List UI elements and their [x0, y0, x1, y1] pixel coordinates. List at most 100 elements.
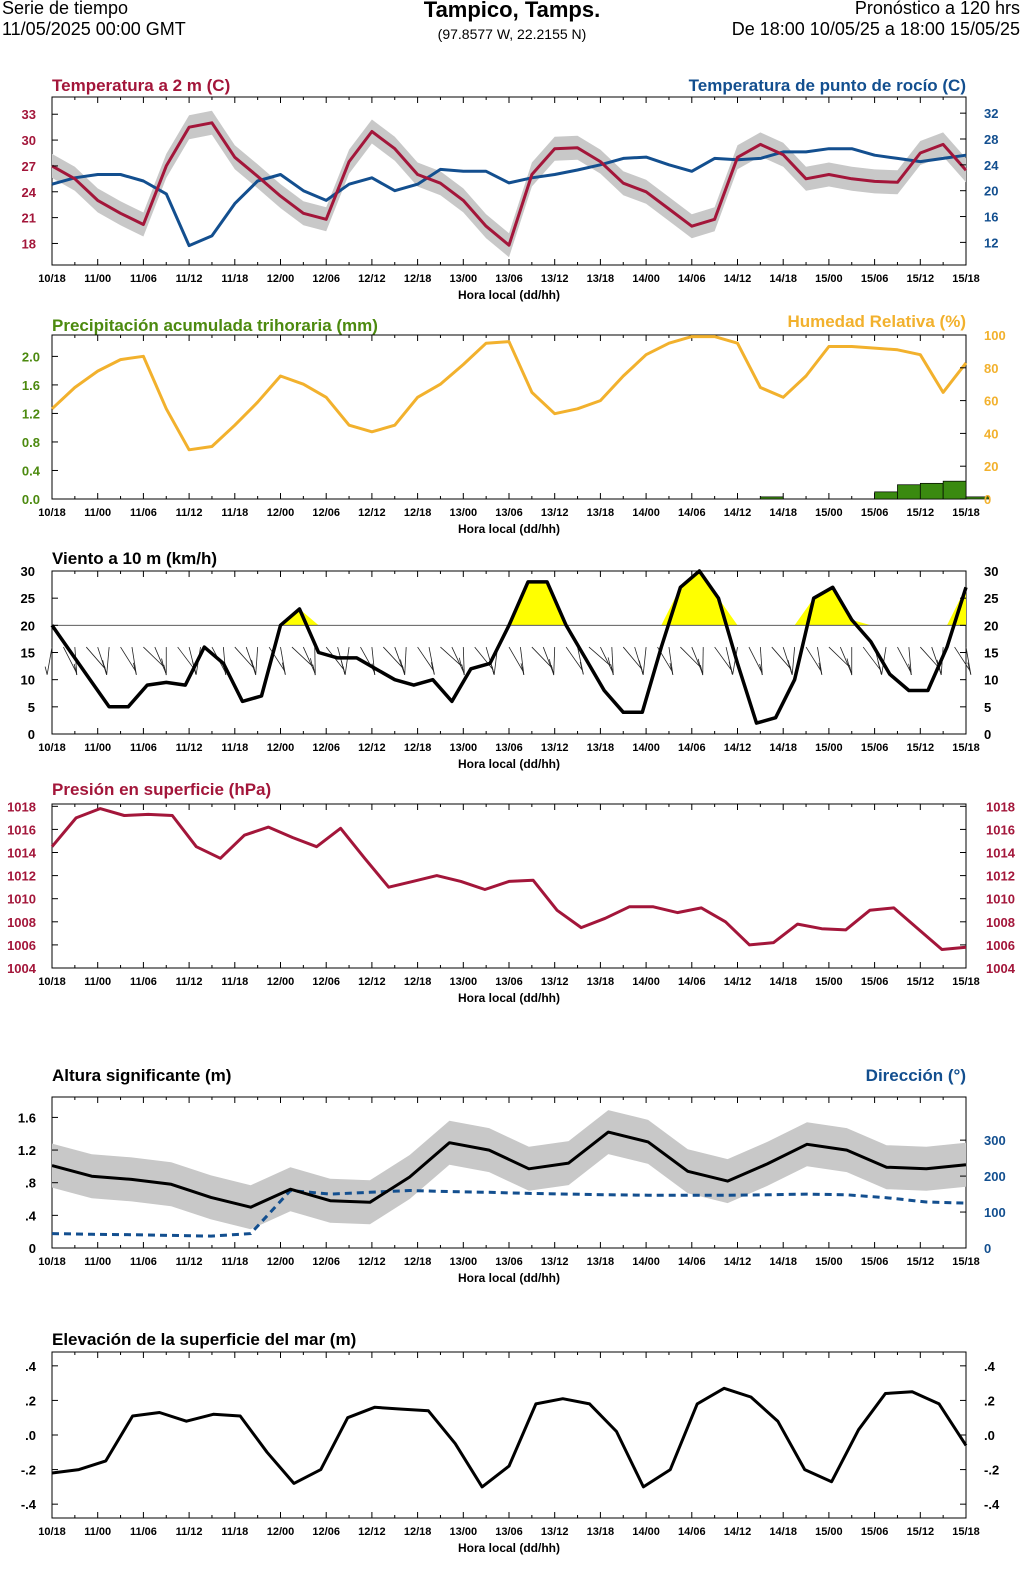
x-tick-label: 12/06: [312, 976, 340, 988]
wind-barb: [611, 647, 614, 676]
x-tick-label: 15/12: [907, 1526, 935, 1538]
x-tick-label: 15/12: [907, 273, 935, 285]
y-tick-label: 200: [984, 1169, 1006, 1184]
y-tick-label: 1014: [986, 846, 1016, 861]
wind-barb-feather: [310, 658, 313, 667]
pressure-panel: 10/18 11/00 11/06 11/12 11/18 12/00 12/06 12/12…: [7, 780, 1016, 1005]
x-tick-label: 13/00: [450, 1256, 478, 1268]
wind-barb: [451, 646, 465, 673]
series-label: Serie de tiempo: [2, 0, 129, 18]
sea-level-panel: 10/18 11/00 11/06 11/12 11/18 12/00 12/06 12/12…: [21, 1330, 1000, 1555]
x-tick-label: 13/12: [541, 273, 569, 285]
header: Serie de tiempo 11/05/2025 00:00 GMT Tam…: [0, 0, 1024, 52]
x-tick-label: 13/00: [450, 507, 478, 519]
x-tick-label: 14/12: [724, 507, 752, 519]
x-tick-label: 12/00: [267, 976, 295, 988]
x-tick-label: 12/12: [358, 1256, 386, 1268]
precip-bar: [942, 480, 967, 500]
x-tick-label: 11/18: [221, 742, 248, 754]
y-tick-label: 10: [984, 673, 998, 688]
wind-title: Viento a 10 m (km/h): [52, 549, 217, 568]
x-tick-label: 11/18: [221, 1256, 248, 1268]
wave-direction-title: Dirección (°): [866, 1066, 966, 1085]
forecast-range: De 18:00 10/05/25 a 18:00 15/05/25: [731, 19, 1020, 39]
x-tick-label: 15/06: [861, 273, 889, 285]
precip-bar: [874, 491, 898, 500]
precipitation-panel-frame: [51, 334, 967, 500]
y-tick-label: 100: [984, 1205, 1006, 1220]
wind-barb-feather: [74, 666, 78, 676]
x-tick-label: 14/00: [632, 976, 660, 988]
x-tick-label: 14/00: [632, 507, 660, 519]
x-tick-label: 14/18: [769, 976, 797, 988]
x-tick-label: 15/00: [815, 507, 843, 519]
y-tick-label: 1.6: [18, 1110, 36, 1125]
y-tick-label: 100: [984, 328, 1006, 343]
wind-barb: [668, 647, 674, 675]
wind-barb: [642, 647, 647, 675]
x-tick-label: 12/06: [312, 273, 340, 285]
x-tick-label: 11/00: [84, 976, 111, 988]
y-tick-label: 2.0: [22, 349, 40, 364]
x-tick-label: 14/00: [632, 1256, 660, 1268]
x-tick-label: 12/06: [312, 507, 340, 519]
wind-barb: [404, 647, 407, 676]
wind-barb: [154, 646, 167, 673]
run-datetime: 11/05/2025 00:00 GMT: [2, 19, 186, 39]
y-tick-label: 20: [984, 459, 998, 474]
y-tick-label: 20: [984, 184, 998, 199]
x-tick-label: 11/18: [221, 507, 248, 519]
y-tick-label: 0: [984, 727, 991, 742]
x-tick-label: 13/00: [450, 742, 478, 754]
y-tick-label: 5: [984, 700, 991, 715]
y-tick-label: 0.4: [22, 463, 41, 478]
wind-barb: [462, 647, 465, 676]
y-tick-label: 24: [984, 158, 999, 173]
y-tick-label: 28: [984, 132, 998, 147]
y-tick-label: 40: [984, 426, 998, 441]
wind-panel: 10/18 11/00 11/06 11/12 11/18 12/00 12/06 12/12…: [21, 549, 999, 771]
x-tick-label: 14/12: [724, 976, 752, 988]
x-tick-label: 15/00: [815, 976, 843, 988]
x-tick-label: 14/06: [678, 1526, 706, 1538]
y-tick-label: 18: [22, 236, 36, 251]
wind-barb-feather: [521, 666, 525, 675]
wind-barb: [691, 646, 703, 674]
wind-barb: [542, 646, 554, 674]
pressure-line: [50, 807, 967, 951]
wind-barb: [920, 646, 940, 669]
pressure-panel-frame: [51, 803, 967, 969]
x-tick-label: 14/00: [632, 273, 660, 285]
y-tick-label: 0: [28, 727, 35, 742]
temperature-line: [51, 121, 968, 247]
y-tick-label: .0: [984, 1428, 995, 1443]
forecast-length: Pronóstico a 120 hrs: [854, 0, 1020, 18]
x-tick-label: 13/12: [541, 1256, 569, 1268]
y-tick-label: 24: [22, 185, 37, 200]
x-tick-label: 14/18: [769, 1256, 797, 1268]
x-tick-label: 14/18: [769, 1526, 797, 1538]
y-tick-label: 5: [28, 700, 35, 715]
wind-barb-feather: [607, 657, 611, 666]
y-tick-label: 1016: [7, 822, 36, 837]
x-tick-label: 12/12: [358, 507, 386, 519]
x-tick-label: 15/18: [952, 742, 980, 754]
x-tick-label: 12/18: [404, 507, 432, 519]
precip-bar: [759, 496, 784, 500]
x-tick-label: 11/00: [84, 507, 111, 519]
wind-barb: [383, 646, 403, 668]
x-tick-label: 10/18: [38, 507, 66, 519]
x-tick-label: 15/18: [952, 1526, 980, 1538]
wind-barb: [46, 646, 53, 675]
x-tick-label: 14/06: [678, 1256, 706, 1268]
x-tick-label: 15/00: [815, 1256, 843, 1268]
x-tick-label: 13/18: [587, 742, 615, 754]
wind-barb-feather: [161, 658, 164, 667]
wind-barb-feather: [968, 666, 972, 675]
x-tick-label: 11/18: [221, 1526, 248, 1538]
y-tick-label: 1006: [7, 938, 36, 953]
x-tick-label: 11/06: [130, 976, 157, 988]
wind-barb-feather: [461, 666, 465, 676]
x-tick-label: 15/12: [907, 1256, 935, 1268]
x-tick-label: 13/00: [450, 273, 478, 285]
